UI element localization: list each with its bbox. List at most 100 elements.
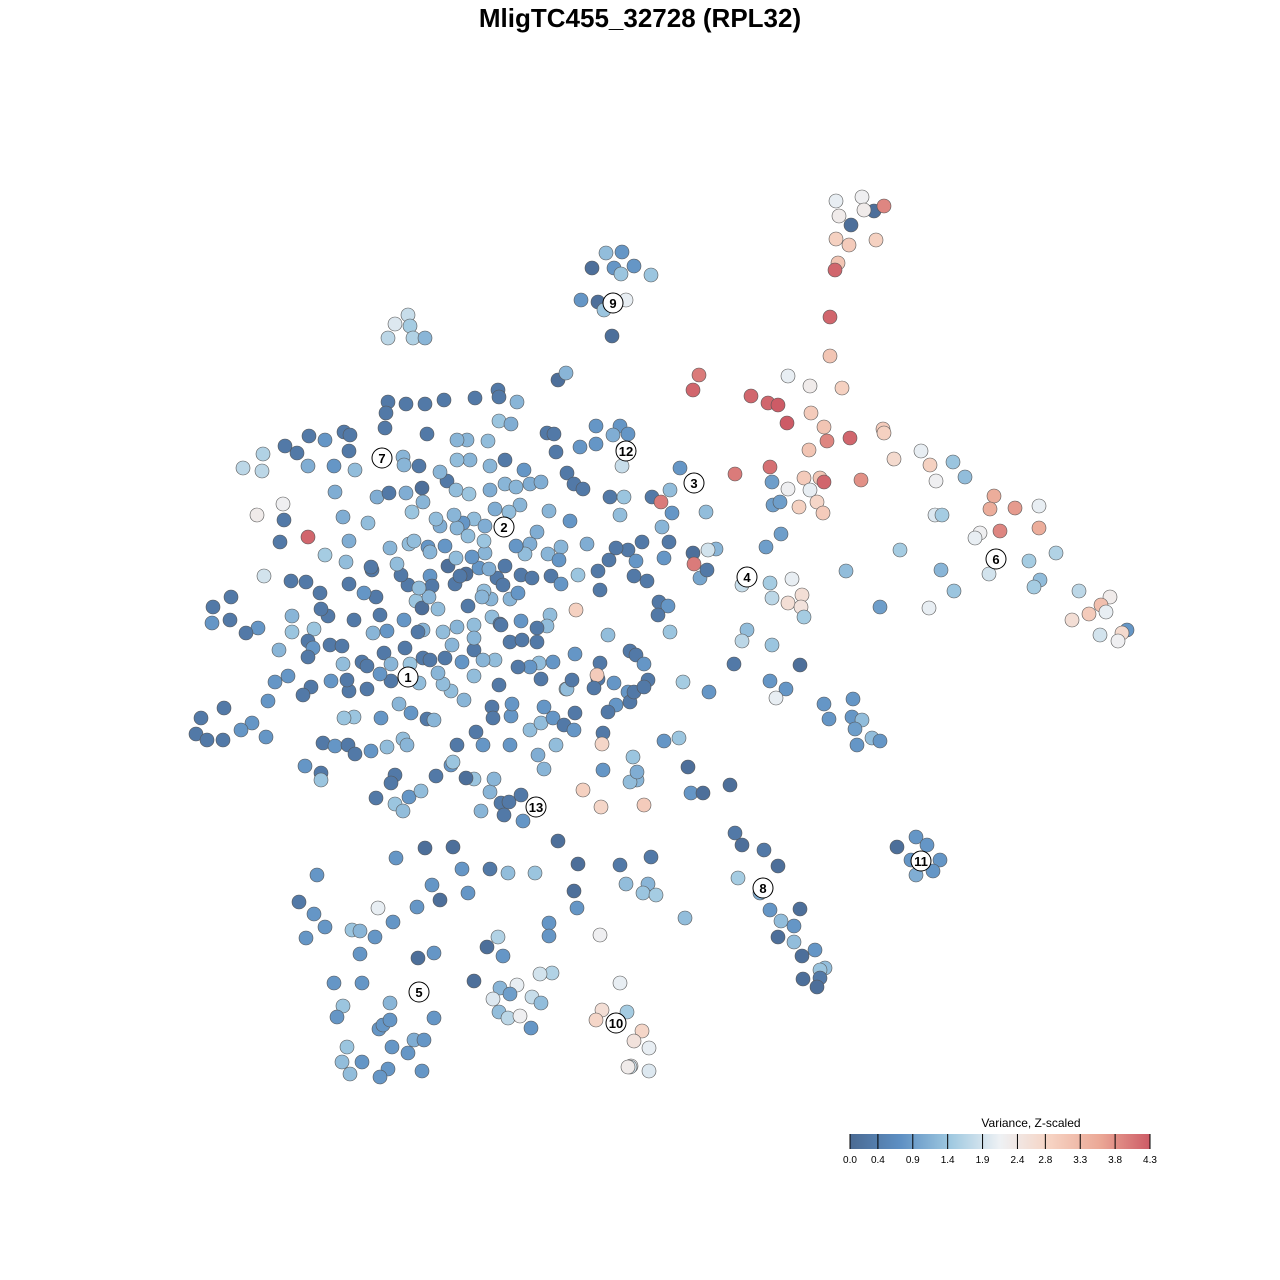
data-point xyxy=(381,485,397,501)
data-point xyxy=(317,432,333,448)
data-point xyxy=(339,1039,355,1055)
data-point xyxy=(786,918,802,934)
data-point xyxy=(641,1040,657,1056)
data-point xyxy=(491,389,507,405)
data-point xyxy=(276,512,292,528)
data-point xyxy=(986,488,1002,504)
data-point xyxy=(819,433,835,449)
data-point xyxy=(592,582,608,598)
data-point xyxy=(847,721,863,737)
data-point xyxy=(501,794,517,810)
data-point xyxy=(445,839,461,855)
legend-title: Variance, Z-scaled xyxy=(981,1116,1080,1130)
data-point xyxy=(336,710,352,726)
data-point xyxy=(1098,604,1114,620)
data-point xyxy=(562,513,578,529)
data-point xyxy=(199,732,215,748)
legend-colorbar xyxy=(850,1134,1150,1149)
data-point xyxy=(606,675,622,691)
data-point xyxy=(377,420,393,436)
data-point xyxy=(672,460,688,476)
data-point xyxy=(925,863,941,879)
data-point xyxy=(573,292,589,308)
data-point xyxy=(803,405,819,421)
legend-tick-label: 3.8 xyxy=(1108,1155,1122,1166)
data-point xyxy=(536,761,552,777)
data-point xyxy=(482,784,498,800)
data-point xyxy=(411,580,427,596)
data-point xyxy=(487,501,503,517)
cluster-label-11: 11 xyxy=(910,850,932,872)
data-point xyxy=(675,674,691,690)
data-point xyxy=(295,687,311,703)
legend-tick-label: 0.4 xyxy=(871,1155,885,1166)
data-point xyxy=(329,1009,345,1025)
data-point xyxy=(575,481,591,497)
data-point xyxy=(233,722,249,738)
data-point xyxy=(559,465,575,481)
data-point xyxy=(566,883,582,899)
data-point xyxy=(730,870,746,886)
data-point xyxy=(334,638,350,654)
data-point xyxy=(452,568,468,584)
data-point xyxy=(928,473,944,489)
cluster-label-12: 12 xyxy=(615,440,637,462)
data-point xyxy=(258,729,274,745)
data-point xyxy=(416,1032,432,1048)
data-point xyxy=(579,536,595,552)
data-point xyxy=(496,807,512,823)
data-point xyxy=(426,945,442,961)
data-point xyxy=(410,950,426,966)
data-point xyxy=(548,444,564,460)
cluster-label-circle xyxy=(525,796,547,818)
data-point xyxy=(400,1045,416,1061)
data-point xyxy=(244,715,260,731)
data-point xyxy=(509,394,525,410)
data-point xyxy=(254,463,270,479)
data-point xyxy=(594,736,610,752)
data-point xyxy=(529,634,545,650)
data-point xyxy=(614,244,630,260)
data-point xyxy=(426,1010,442,1026)
data-point xyxy=(409,899,425,915)
data-point xyxy=(460,598,476,614)
data-point xyxy=(448,482,464,498)
data-point xyxy=(300,649,316,665)
data-point xyxy=(662,482,678,498)
data-point xyxy=(553,576,569,592)
data-point xyxy=(495,577,511,593)
data-point xyxy=(586,680,602,696)
data-point xyxy=(643,849,659,865)
cluster-label-circle xyxy=(683,472,705,494)
data-point xyxy=(722,777,738,793)
cluster-label-text: 1 xyxy=(404,670,411,685)
data-point xyxy=(396,457,412,473)
data-point xyxy=(347,462,363,478)
data-point xyxy=(908,829,924,845)
data-point xyxy=(932,852,948,868)
data-point xyxy=(430,665,446,681)
data-point xyxy=(414,480,430,496)
data-point xyxy=(460,885,476,901)
data-point xyxy=(313,772,329,788)
data-point xyxy=(372,607,388,623)
data-point xyxy=(792,901,808,917)
data-point xyxy=(475,737,491,753)
data-point xyxy=(502,737,518,753)
data-point xyxy=(417,330,433,346)
data-point xyxy=(677,910,693,926)
data-point xyxy=(341,533,357,549)
cluster-label-circle xyxy=(752,877,774,899)
data-point xyxy=(816,419,832,435)
data-point xyxy=(323,673,339,689)
data-point xyxy=(502,986,518,1002)
data-point xyxy=(768,690,784,706)
data-point xyxy=(533,671,549,687)
cluster-label-text: 4 xyxy=(743,570,751,585)
data-point xyxy=(260,693,276,709)
data-point xyxy=(854,189,870,205)
data-point xyxy=(396,612,412,628)
data-point xyxy=(853,472,869,488)
data-point xyxy=(491,677,507,693)
data-point xyxy=(388,850,404,866)
